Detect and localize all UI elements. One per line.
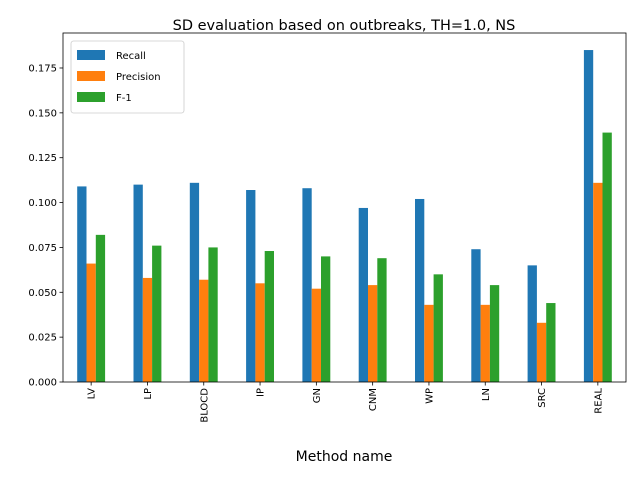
y-tick-label: 0.025	[28, 333, 57, 344]
bar-precision-src	[536, 322, 547, 382]
x-tick-label: LN	[481, 388, 492, 401]
bar-f1-gn	[321, 256, 331, 382]
bar-recall-ln	[471, 249, 481, 382]
legend: Recall Precision F-1	[70, 40, 185, 114]
bar-f1-src	[546, 303, 556, 382]
x-tick-label: LP	[143, 388, 154, 400]
x-axis: LV LP BLOCD IP GN CNM WP LN SRC REAL	[87, 382, 604, 423]
bar-f1-cnm	[377, 258, 387, 382]
bar-precision-ln	[480, 304, 490, 382]
bar-recall-real	[583, 50, 594, 383]
y-tick-label: 0.075	[28, 243, 57, 254]
y-axis: 0.000 0.025 0.050 0.075 0.100 0.125 0.150 0.175	[28, 63, 63, 389]
legend-label: F-1	[116, 93, 132, 104]
bar-recall-blocd	[189, 182, 200, 382]
bar-f1-wp	[433, 274, 443, 382]
y-tick-label: 0.100	[28, 198, 57, 209]
bar-f1-lp	[152, 245, 162, 382]
plot-frame	[62, 32, 627, 383]
legend-swatch	[77, 92, 105, 102]
legend-label: Recall	[116, 51, 146, 62]
bar-recall-lp	[133, 184, 143, 382]
bar-precision-ip	[255, 283, 265, 382]
legend-label: Precision	[116, 72, 161, 83]
legend-swatch	[77, 71, 105, 81]
bar-f1-real	[602, 132, 612, 382]
bar-precision-cnm	[368, 285, 378, 382]
x-tick-label: GN	[312, 388, 323, 403]
bar-recall-wp	[415, 198, 425, 382]
bar-recall-cnm	[358, 207, 368, 382]
y-tick-label: 0.150	[28, 108, 57, 119]
bar-recall-src	[527, 265, 537, 382]
x-axis-label: Method name	[296, 449, 393, 465]
bar-precision-wp	[424, 304, 434, 382]
bars-group	[77, 50, 612, 383]
bar-precision-real	[593, 182, 603, 382]
bar-f1-lv	[95, 234, 106, 382]
x-tick-label: REAL	[593, 388, 604, 414]
bar-recall-gn	[302, 188, 312, 382]
x-tick-label: SRC	[537, 388, 548, 408]
y-tick-label: 0.175	[28, 63, 57, 74]
bar-f1-ip	[264, 251, 274, 382]
y-tick-label: 0.050	[28, 288, 57, 299]
x-tick-label: CNM	[368, 388, 379, 411]
y-tick-label: 0.000	[28, 378, 57, 389]
bar-f1-blocd	[208, 247, 218, 382]
bar-f1-ln	[489, 285, 500, 382]
x-tick-label: IP	[256, 388, 267, 397]
legend-swatch	[77, 50, 105, 60]
bar-precision-lv	[86, 263, 96, 382]
chart-title: SD evaluation based on outbreaks, TH=1.0…	[173, 18, 516, 34]
x-tick-label: BLOCD	[199, 388, 210, 423]
bar-precision-gn	[311, 288, 321, 382]
y-tick-label: 0.125	[28, 153, 57, 164]
bar-precision-blocd	[199, 279, 209, 382]
bar-precision-lp	[142, 277, 153, 382]
x-tick-label: LV	[87, 388, 98, 399]
bar-recall-ip	[246, 190, 256, 382]
bar-recall-lv	[77, 186, 87, 382]
x-tick-label: WP	[424, 388, 435, 404]
